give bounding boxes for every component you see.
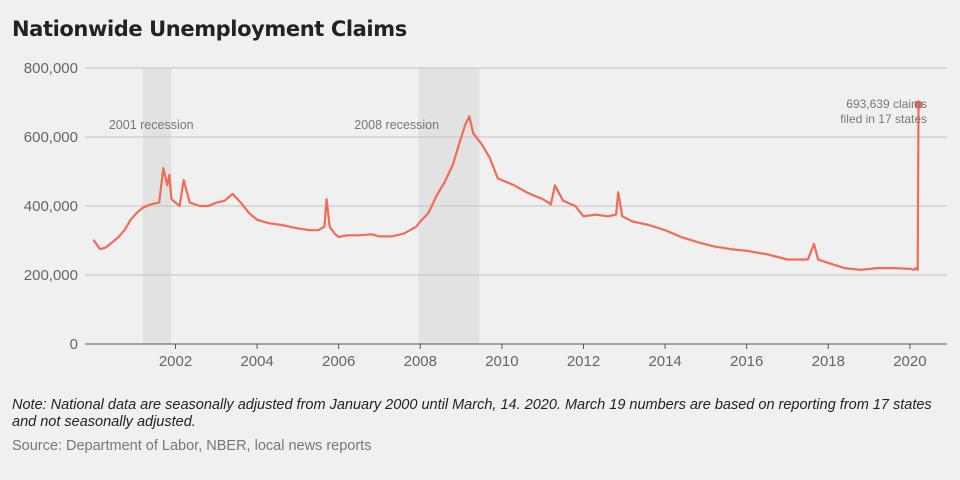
footnote: Note: National data are seasonally adjus…: [12, 397, 932, 430]
recession-label: 2001 recession: [109, 118, 194, 132]
y-tick-label: 600,000: [24, 129, 78, 146]
recession-label: 2008 recession: [354, 118, 439, 132]
x-tick-label: 2018: [812, 353, 845, 370]
y-axis-ticks: 0 200,000 400,000 600,000 800,000: [24, 60, 78, 353]
latest-data-point: [914, 100, 923, 109]
chart-title: Nationwide Unemployment Claims: [12, 17, 407, 41]
x-tick-label: 2016: [730, 353, 763, 370]
x-axis-ticks: 2002 2004 2006 2008 2010 2012 2014 2016 2018 2020: [159, 344, 927, 370]
series-layer: [92, 103, 920, 271]
y-tick-label: 800,000: [24, 60, 78, 77]
annotation-text: 693,639 claims: [846, 97, 927, 111]
y-tick-label: 400,000: [24, 198, 78, 215]
x-tick-label: 2004: [240, 353, 273, 370]
x-tick-label: 2002: [159, 353, 192, 370]
x-tick-label: 2006: [322, 353, 355, 370]
x-tick-label: 2020: [893, 353, 926, 370]
x-tick-label: 2010: [485, 353, 518, 370]
x-tick-label: 2008: [404, 353, 437, 370]
source-credit: Source: Department of Labor, NBER, local…: [12, 438, 372, 454]
y-tick-label: 0: [70, 336, 78, 353]
x-tick-label: 2012: [567, 353, 600, 370]
y-tick-label: 200,000: [24, 267, 78, 284]
claims-series-line: [92, 103, 920, 271]
gridlines: [85, 67, 947, 345]
annotation-text: filed in 17 states: [840, 112, 927, 126]
x-tick-label: 2014: [648, 353, 681, 370]
